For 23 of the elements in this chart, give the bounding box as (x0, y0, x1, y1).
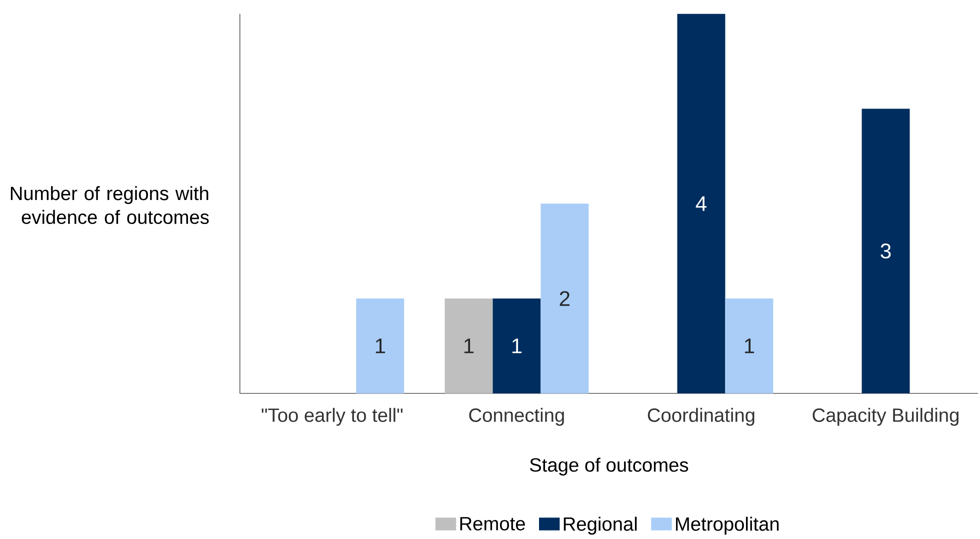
x-axis-title: Stage of outcomes (530, 458, 688, 476)
bar (725, 298, 774, 394)
data-label: 3 (880, 244, 891, 259)
data-label: 1 (464, 338, 474, 354)
x-tick-label: "Too early to tell" (262, 408, 403, 426)
bar (444, 298, 493, 394)
x-tick-label: Capacity Building (812, 408, 958, 426)
legend-label: Remote (460, 517, 525, 531)
data-label: 1 (744, 338, 754, 354)
legend-label: Metropolitan (676, 516, 779, 535)
data-label: 1 (512, 338, 522, 354)
x-tick-label: Coordinating (648, 408, 754, 426)
bar (492, 298, 541, 394)
bar (356, 298, 404, 394)
bar (677, 14, 726, 394)
data-label: 2 (560, 291, 570, 306)
data-label: 4 (696, 196, 706, 211)
x-tick-label: Connecting (469, 408, 564, 426)
y-axis-title: Number of regions with evidence of outcomes (10, 186, 209, 224)
data-label: 1 (376, 338, 385, 354)
legend-label: Regional (564, 516, 637, 535)
bar (540, 204, 589, 394)
bar (862, 108, 910, 394)
